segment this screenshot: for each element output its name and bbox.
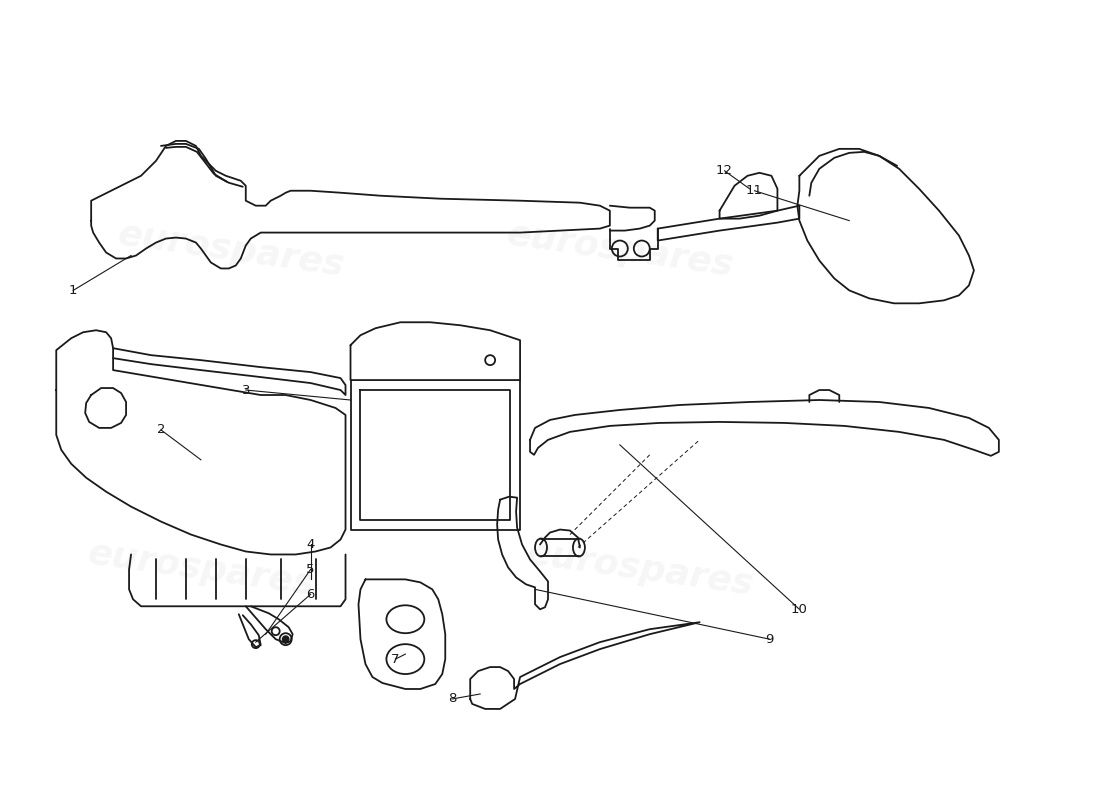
Text: 11: 11 — [746, 184, 763, 198]
Text: 1: 1 — [69, 284, 77, 297]
Text: 2: 2 — [156, 423, 165, 436]
Text: eurospares: eurospares — [525, 537, 756, 602]
Text: 7: 7 — [392, 653, 399, 666]
Text: 5: 5 — [307, 563, 315, 576]
Text: eurospares: eurospares — [116, 218, 346, 283]
Text: 3: 3 — [242, 383, 250, 397]
Text: 10: 10 — [791, 602, 807, 616]
Text: eurospares: eurospares — [504, 218, 736, 283]
Text: 6: 6 — [307, 588, 315, 601]
Text: 9: 9 — [766, 633, 773, 646]
Text: eurospares: eurospares — [86, 537, 317, 602]
Text: 12: 12 — [716, 164, 733, 178]
Text: 8: 8 — [448, 693, 456, 706]
Text: 4: 4 — [307, 538, 315, 551]
Circle shape — [283, 636, 288, 642]
